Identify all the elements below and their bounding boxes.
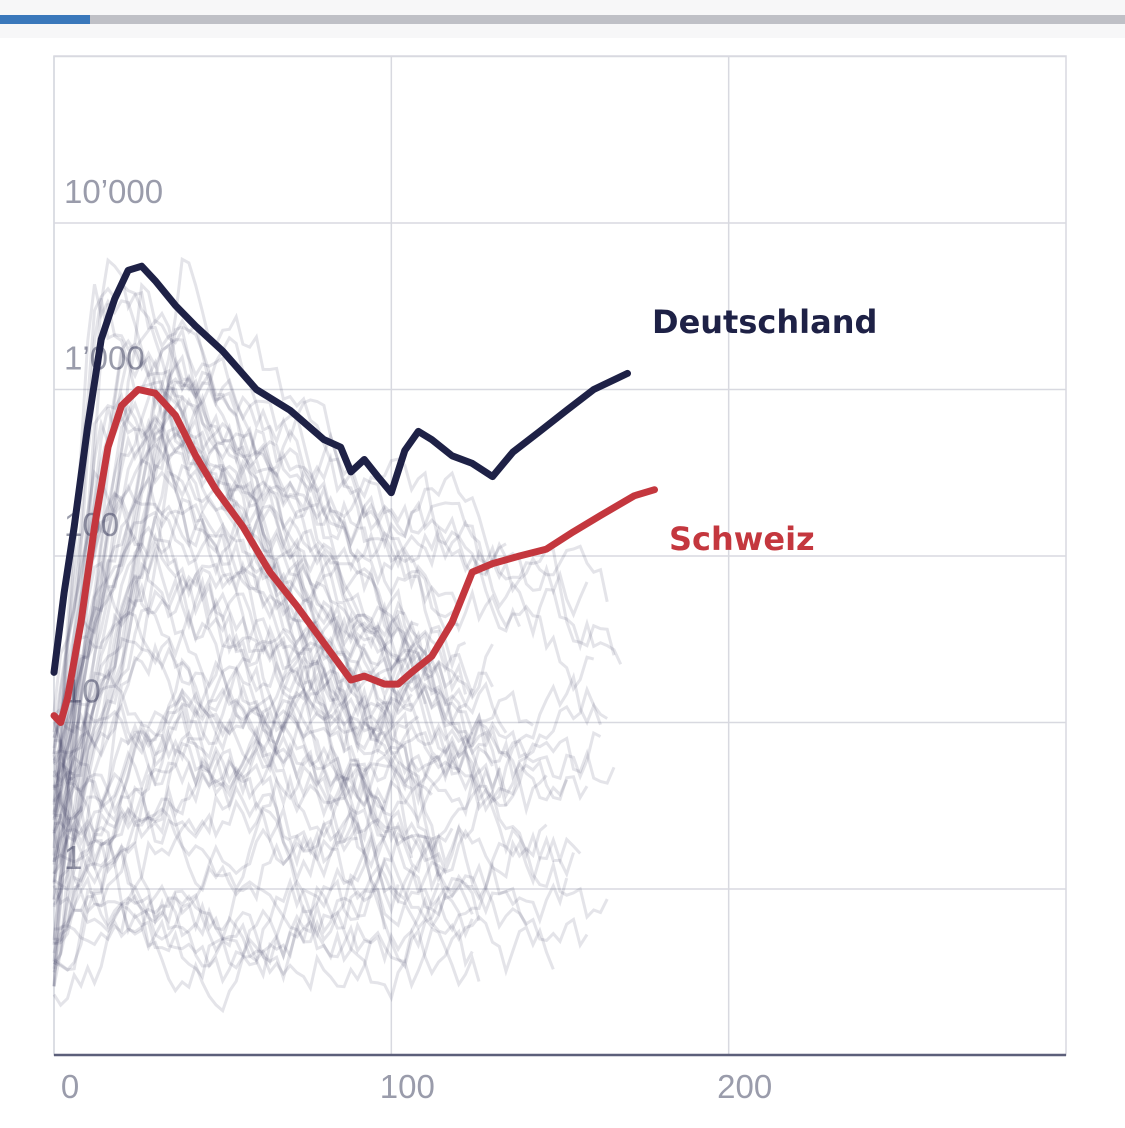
background-series-line — [53, 835, 582, 993]
background-series-line — [52, 610, 427, 863]
background-series-line — [52, 560, 474, 760]
series-label-schweiz: Schweiz — [669, 520, 815, 558]
background-series-line — [54, 801, 481, 1014]
background-series-line — [52, 325, 507, 966]
background-series-line — [53, 685, 608, 892]
background-series-line — [52, 382, 392, 816]
background-series-line — [53, 790, 358, 893]
background-series-line — [52, 502, 414, 859]
background-series-line — [52, 631, 494, 761]
x-tick-label: 100 — [380, 1068, 435, 1105]
background-series-line — [52, 546, 609, 921]
background-series — [52, 256, 623, 1014]
background-series-line — [52, 343, 460, 832]
background-series-line — [52, 399, 461, 941]
background-series-line — [52, 710, 616, 863]
progress-track — [0, 15, 1125, 24]
y-tick-label: 1’000 — [64, 340, 145, 377]
background-series-line — [52, 483, 527, 815]
background-series-line — [52, 475, 534, 745]
background-series-line — [52, 883, 555, 1008]
background-series-line — [54, 747, 474, 977]
background-series-line — [52, 298, 447, 884]
background-series-line — [52, 818, 440, 967]
background-series-line — [52, 677, 413, 954]
background-series-line — [52, 592, 366, 784]
background-series-line — [52, 641, 474, 939]
background-series-line — [52, 281, 616, 856]
background-series-line — [52, 303, 474, 987]
background-series-line — [52, 338, 521, 733]
background-series-line — [52, 469, 454, 856]
background-series-line — [52, 458, 595, 713]
series-labels: Deutschland Schweiz — [652, 303, 877, 558]
background-series-line — [53, 741, 372, 972]
y-tick-label: 10’000 — [64, 173, 163, 210]
highlight-series — [50, 262, 658, 726]
y-tick-label: 100’000 — [64, 38, 181, 44]
background-series-line — [52, 415, 508, 762]
x-tick-label: 200 — [717, 1068, 772, 1105]
background-series-line — [52, 753, 528, 927]
background-series-line — [52, 789, 548, 981]
background-series-line — [52, 516, 387, 861]
background-series-line — [52, 497, 548, 865]
background-series-line — [52, 664, 440, 820]
background-series-line — [53, 687, 400, 972]
background-series-line — [53, 738, 481, 1003]
background-series-line — [52, 525, 386, 817]
top-bar — [0, 0, 1125, 38]
background-series-line — [53, 657, 481, 931]
background-series-line — [52, 379, 623, 791]
background-series-line — [52, 754, 589, 925]
background-series-line — [52, 257, 461, 900]
background-series-line — [52, 730, 602, 818]
background-series-line — [52, 283, 474, 849]
background-series-line — [52, 520, 420, 750]
background-series-line — [53, 686, 413, 946]
background-series-line — [52, 715, 413, 932]
y-tick-label: 1 — [64, 839, 82, 876]
background-series-line — [52, 385, 494, 906]
background-series-line — [52, 636, 589, 949]
background-series-line — [52, 353, 441, 908]
background-series-line — [52, 256, 461, 875]
background-series-line — [52, 335, 589, 821]
x-tick-label: 0 — [61, 1068, 79, 1105]
background-series-line — [52, 406, 387, 962]
background-series-line — [52, 857, 569, 970]
background-series-line — [52, 318, 501, 987]
background-series-line — [52, 378, 467, 755]
background-series-line — [53, 414, 433, 796]
background-series-line — [52, 620, 419, 821]
series-label-deutschland: Deutschland — [652, 303, 877, 341]
background-series-line — [53, 426, 508, 807]
series-line-deutschland — [50, 262, 631, 676]
background-series-line — [52, 439, 609, 973]
background-series-line — [52, 394, 441, 884]
background-series-line — [53, 671, 602, 866]
progress-fill — [0, 15, 90, 24]
series-line-schweiz — [50, 386, 658, 726]
background-series-line — [52, 571, 575, 900]
